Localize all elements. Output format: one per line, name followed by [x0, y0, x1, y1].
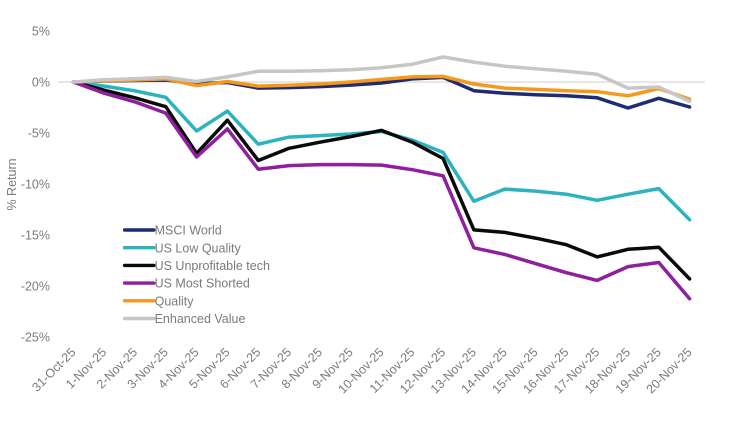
- svg-text:US Most Shorted: US Most Shorted: [155, 277, 250, 291]
- svg-text:-25%: -25%: [21, 331, 50, 345]
- svg-text:0%: 0%: [32, 76, 50, 90]
- svg-text:% Return: % Return: [5, 158, 19, 210]
- svg-text:Enhanced Value: Enhanced Value: [155, 312, 246, 326]
- svg-text:US Unprofitable tech: US Unprofitable tech: [155, 259, 270, 273]
- svg-text:US Low Quality: US Low Quality: [155, 241, 242, 255]
- svg-text:-15%: -15%: [21, 229, 50, 243]
- svg-text:-5%: -5%: [28, 127, 50, 141]
- svg-text:-20%: -20%: [21, 280, 50, 294]
- svg-text:5%: 5%: [32, 25, 50, 39]
- svg-text:-10%: -10%: [21, 178, 50, 192]
- svg-text:Quality: Quality: [155, 294, 195, 308]
- svg-text:MSCI World: MSCI World: [155, 224, 222, 238]
